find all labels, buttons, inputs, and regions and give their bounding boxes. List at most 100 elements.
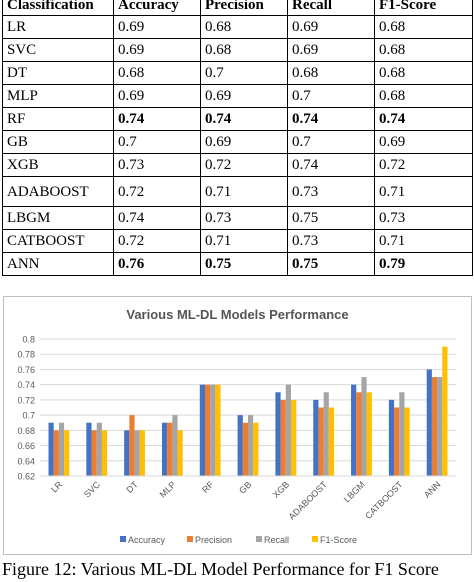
- metric-cell: 0.69: [374, 130, 473, 154]
- bar-accuracy-mlp: [161, 422, 168, 476]
- x-tick-label: XGB: [271, 479, 292, 500]
- legend-swatch-accuracy: [120, 536, 126, 542]
- y-tick-label: 0.76: [17, 365, 35, 375]
- bar-f1-score-dt: [139, 430, 145, 476]
- bar-accuracy-gb: [237, 415, 243, 476]
- y-tick-label: 0.66: [17, 441, 35, 451]
- metric-cell: 0.73: [374, 206, 473, 230]
- table-row: ANN 0.76 0.75 0.75 0.79: [2, 252, 473, 276]
- header-f1-score: F1-Score: [374, 0, 473, 16]
- model-name-cell: LR: [2, 15, 114, 39]
- model-name-cell: GB: [2, 130, 114, 154]
- y-tick-label: 0.64: [17, 456, 35, 466]
- bar-precision-catboost: [394, 407, 400, 476]
- x-tick-label: MLP: [158, 479, 178, 499]
- header-recall: Recall: [287, 0, 375, 16]
- metric-cell: 0.71: [200, 176, 288, 207]
- metric-cell: 0.74: [113, 206, 201, 230]
- bar-recall-rf: [210, 384, 216, 476]
- bar-f1-score-gb: [253, 422, 259, 476]
- metric-cell: 0.69: [113, 15, 201, 39]
- table-row: DT 0.68 0.7 0.68 0.68: [2, 61, 473, 85]
- bar-recall-xgb: [285, 384, 292, 476]
- bar-f1-score-lbgm: [366, 392, 372, 476]
- bar-recall-lbgm: [361, 377, 367, 476]
- header-classification: Classification: [2, 0, 114, 16]
- bar-recall-svc: [96, 422, 102, 476]
- model-name-cell: LBGM: [2, 206, 114, 230]
- chart-canvas: 0.62 0.64 0.66 0.68 0.7 0.72 0.74 0.76 0.78 0.8 LR…: [17, 335, 456, 545]
- bar-f1-score-mlp: [177, 430, 183, 476]
- metric-cell: 0.7: [200, 61, 288, 85]
- y-tick-label: 0.62: [17, 472, 35, 482]
- table-row: ADABOOST 0.72 0.71 0.73 0.71: [2, 176, 473, 207]
- bar-accuracy-dt: [124, 430, 130, 476]
- bar-precision-adaboost: [318, 407, 324, 476]
- metric-cell: 0.68: [374, 84, 473, 108]
- metric-cell: 0.74: [374, 107, 473, 131]
- model-name-cell: DT: [2, 61, 114, 85]
- metric-cell: 0.72: [113, 229, 201, 253]
- metric-cell: 0.71: [374, 229, 473, 253]
- x-tick-label: GB: [237, 479, 253, 495]
- x-tick-label: LBGM: [342, 479, 367, 504]
- metric-cell: 0.73: [287, 229, 375, 253]
- legend-swatch-f1-score: [312, 536, 318, 542]
- header-accuracy: Accuracy: [113, 0, 201, 16]
- metric-cell: 0.73: [287, 176, 375, 207]
- metric-cell: 0.68: [113, 61, 201, 85]
- table-body: LR 0.69 0.68 0.69 0.68 SVC 0.69 0.68 0.69 0.68 DT 0…: [2, 15, 473, 276]
- legend-label: Recall: [264, 535, 289, 545]
- y-tick-label: 0.74: [17, 380, 35, 390]
- y-tick-label: 0.68: [17, 426, 35, 436]
- bar-accuracy-ann: [426, 369, 432, 476]
- metric-cell: 0.69: [287, 15, 375, 39]
- model-name-cell: XGB: [2, 153, 114, 177]
- metric-cell: 0.68: [200, 15, 288, 39]
- bar-precision-svc: [91, 430, 97, 476]
- performance-chart: 0.62 0.64 0.66 0.68 0.7 0.72 0.74 0.76 0.78 0.8 LR…: [3, 296, 472, 555]
- bar-accuracy-lr: [48, 422, 54, 476]
- legend-label: Accuracy: [128, 535, 166, 545]
- bar-f1-score-adaboost: [328, 407, 335, 476]
- bar-recall-gb: [248, 415, 254, 476]
- table-row: LBGM 0.74 0.73 0.75 0.73: [2, 206, 473, 230]
- x-tick-label: ANN: [422, 479, 443, 500]
- table-row: SVC 0.69 0.68 0.69 0.68: [2, 38, 473, 62]
- x-tick-label: DT: [124, 479, 140, 495]
- metric-cell: 0.7: [113, 130, 201, 154]
- metric-cell: 0.74: [287, 153, 375, 177]
- metric-cell: 0.74: [113, 107, 201, 131]
- metric-cell: 0.71: [200, 229, 288, 253]
- metric-cell: 0.68: [287, 61, 375, 85]
- table-row: RF 0.74 0.74 0.74 0.74: [2, 107, 473, 131]
- bar-accuracy-catboost: [388, 399, 395, 476]
- legend-label: Precision: [195, 535, 232, 545]
- model-name-cell: CATBOOST: [2, 229, 114, 253]
- metric-cell: 0.71: [374, 176, 473, 207]
- metric-cell: 0.72: [374, 153, 473, 177]
- x-tick-label: LR: [49, 479, 65, 495]
- bar-recall-catboost: [399, 392, 405, 476]
- bar-precision-lbgm: [356, 392, 362, 476]
- table-row: XGB 0.73 0.72 0.74 0.72: [2, 153, 473, 177]
- y-tick-label: 0.78: [17, 350, 35, 360]
- metric-cell: 0.75: [287, 206, 375, 230]
- figure-caption: Figure 12: Various ML-DL Model Performan…: [2, 559, 439, 579]
- bar-precision-mlp: [167, 422, 173, 476]
- legend-swatch-recall: [256, 536, 262, 542]
- legend-label: F1-Score: [320, 535, 357, 545]
- metric-cell: 0.79: [374, 252, 473, 276]
- metric-cell: 0.72: [113, 176, 201, 207]
- x-tick-label: ADABOOST: [287, 479, 330, 522]
- bar-f1-score-catboost: [404, 407, 410, 476]
- model-name-cell: MLP: [2, 84, 114, 108]
- metric-cell: 0.76: [113, 252, 201, 276]
- x-tick-label: SVC: [82, 479, 103, 500]
- y-tick-label: 0.72: [17, 395, 35, 405]
- x-tick-label: CATBOOST: [363, 479, 405, 521]
- x-tick-label: RF: [200, 479, 216, 495]
- bar-recall-lr: [58, 422, 65, 476]
- results-table: Classification Accuracy Precision Recall…: [2, 0, 473, 276]
- metric-cell: 0.69: [113, 38, 201, 62]
